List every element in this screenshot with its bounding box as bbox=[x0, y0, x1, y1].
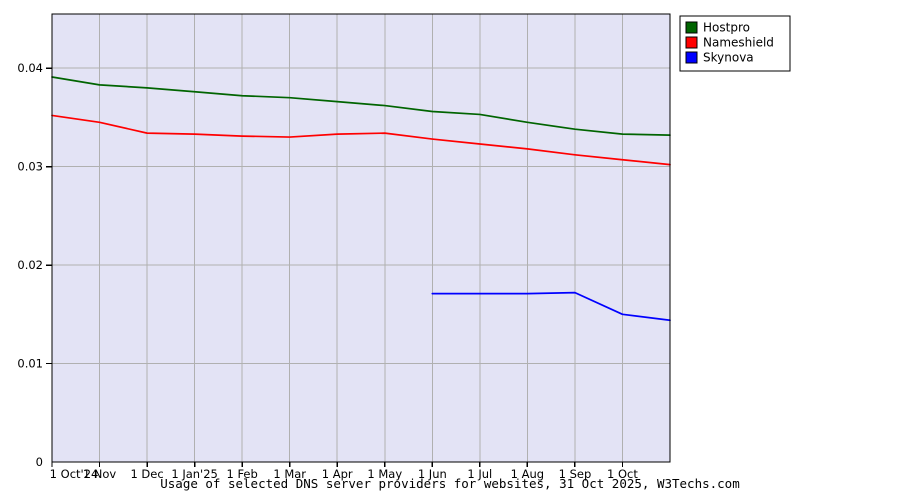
y-tick-label: 0 bbox=[36, 455, 43, 469]
y-tick-label: 0.02 bbox=[17, 258, 43, 272]
x-tick-label: 1 Apr bbox=[322, 467, 353, 481]
y-tick-label: 0.01 bbox=[17, 357, 43, 371]
x-tick-label: 1 Mar bbox=[273, 467, 306, 481]
legend-swatch-skynova-icon bbox=[685, 51, 698, 64]
x-tick-label: 1 May bbox=[367, 467, 402, 481]
gridlines bbox=[52, 14, 670, 462]
x-tick-label: 1 Dec bbox=[130, 467, 163, 481]
series-line-hostpro bbox=[51, 76, 671, 136]
x-tick-label: 1 Oct bbox=[607, 467, 638, 481]
legend-swatch-nameshield-icon bbox=[685, 36, 698, 49]
x-tick-label: 1 Jun bbox=[418, 467, 447, 481]
x-tick-label: 1 Jul bbox=[467, 467, 492, 481]
x-axis: 1 Oct'241 Nov 1 Dec 1 Jan'25 1 Feb 1 Mar 1 Ap… bbox=[50, 462, 638, 481]
x-tick-label: 1 Jan'25 bbox=[171, 467, 218, 481]
y-tick-label: 0.03 bbox=[17, 160, 43, 174]
y-axis: 0 0.01 0.02 0.03 0.04 bbox=[17, 61, 52, 469]
chart-caption: Usage of selected DNS server providers f… bbox=[160, 476, 739, 491]
legend-swatch-hostpro-icon bbox=[685, 21, 698, 34]
plot-area-background bbox=[52, 14, 670, 462]
series-line-skynova bbox=[431, 291, 671, 322]
x-tick-label: 1 Nov bbox=[83, 467, 117, 481]
series-line-nameshield bbox=[51, 114, 671, 166]
x-tick-label: 1 Oct'24 bbox=[50, 467, 99, 481]
legend-label-hostpro[interactable]: Hostpro bbox=[703, 21, 750, 35]
legend-box bbox=[679, 15, 791, 72]
x-tick-label: 1 Sep bbox=[559, 467, 592, 481]
legend-label-skynova[interactable]: Skynova bbox=[703, 51, 754, 65]
x-tick-label: 1 Aug bbox=[511, 467, 544, 481]
plot-border bbox=[51, 13, 671, 463]
x-tick-label: 1 Feb bbox=[226, 467, 257, 481]
data-series-group bbox=[51, 76, 671, 322]
y-tick-label: 0.04 bbox=[17, 61, 43, 75]
legend-label-nameshield[interactable]: Nameshield bbox=[703, 36, 774, 50]
